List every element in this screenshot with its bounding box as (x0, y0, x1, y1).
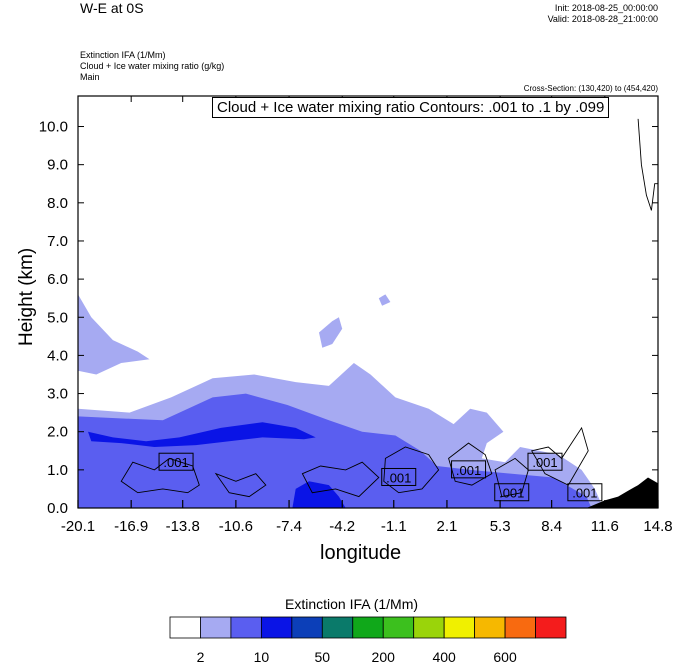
terrain (586, 477, 658, 508)
colorbar-title: Extinction IFA (1/Mm) (285, 596, 419, 612)
x-tick-label: 11.6 (591, 518, 619, 535)
colorbar-label: 50 (315, 649, 331, 665)
x-tick-label: 2.1 (437, 518, 458, 535)
valid-time: Valid: 2018-08-28_21:00:00 (547, 14, 658, 24)
field-region-light-speck (378, 294, 391, 306)
colorbar-swatch (260, 616, 293, 639)
contour-label-box (527, 452, 563, 471)
x-tick-label: 8.4 (541, 518, 562, 535)
contour-label: .001 (163, 455, 188, 470)
colorbar-swatch (169, 616, 201, 639)
x-tick-label: -20.1 (61, 518, 95, 535)
contour-label: .001 (499, 486, 524, 501)
plot-title: W-E at 0S (80, 0, 144, 16)
x-tick-label: 14.8 (643, 518, 672, 535)
y-tick-label: 1.0 (47, 462, 68, 479)
y-tick-label: 8.0 (47, 195, 68, 212)
colorbar-swatch (230, 616, 262, 639)
contour-line (494, 457, 529, 498)
plot-frame (77, 95, 659, 509)
contour-label-box (158, 452, 194, 471)
variable-line-2: Cloud + Ice water mixing ratio (g/kg) (80, 61, 225, 71)
contour-line (383, 446, 440, 494)
y-tick-label: 9.0 (47, 157, 68, 174)
colorbar-swatch (291, 616, 323, 639)
field-region-strong-low (292, 481, 346, 508)
field-region-strong-band (88, 422, 316, 447)
contour-label: .001 (386, 470, 411, 485)
field-region-light-upper (78, 294, 150, 375)
contour-line (448, 442, 493, 486)
colorbar-label: 10 (254, 649, 270, 665)
y-tick-label: 5.0 (47, 309, 68, 326)
colorbar-swatch (474, 616, 506, 639)
contour-line (120, 457, 200, 494)
variable-line-1: Extinction IFA (1/Mm) (80, 50, 166, 60)
field-region-light-blob (319, 317, 343, 348)
y-tick-label: 2.0 (47, 424, 68, 441)
contour-label: .001 (456, 463, 481, 478)
x-tick-label: -16.9 (114, 518, 148, 535)
colorbar-swatch (413, 616, 445, 639)
contour-info-box: Cloud + Ice water mixing ratio Contours:… (212, 97, 610, 118)
y-tick-label: 10.0 (39, 119, 68, 136)
contour-label-box (494, 483, 530, 502)
x-tick-label: -10.6 (219, 518, 253, 535)
y-tick-label: 3.0 (47, 386, 68, 403)
colorbar-label: 200 (372, 649, 396, 665)
contour-label: .001 (532, 455, 557, 470)
y-axis-label: Height (km) (16, 247, 37, 346)
colorbar-swatch (352, 616, 384, 639)
colorbar-swatch (382, 616, 415, 639)
x-tick-label: -4.2 (329, 518, 355, 535)
y-tick-label: 4.0 (47, 347, 68, 364)
colorbar-label: 400 (432, 649, 456, 665)
x-tick-label: -1.1 (381, 518, 407, 535)
colorbar-swatch (321, 616, 354, 639)
x-axis-label: longitude (320, 542, 402, 564)
colorbar-swatch (504, 616, 536, 639)
init-time: Init: 2018-08-25_00:00:00 (554, 3, 658, 13)
field-region-medium (78, 393, 592, 508)
colorbar-label: 2 (197, 649, 205, 665)
x-tick-label: -13.8 (166, 518, 200, 535)
colorbar-swatch (535, 616, 567, 639)
colorbar-label: 600 (493, 649, 517, 665)
cross-section-label: Cross-Section: (130,420) to (454,420) (523, 84, 658, 93)
contour-line (531, 426, 589, 486)
contour-label-box (381, 467, 417, 486)
colorbar-swatch (200, 616, 232, 639)
contour-line (301, 461, 380, 498)
y-tick-label: 6.0 (47, 271, 68, 288)
x-tick-label: -7.4 (276, 518, 302, 535)
contour-label: .001 (572, 486, 597, 501)
contour-line (637, 118, 658, 211)
x-tick-label: 5.3 (490, 518, 511, 535)
contour-label-box (451, 460, 487, 479)
y-tick-label: 7.0 (47, 233, 68, 250)
variable-line-3: Main (80, 72, 100, 82)
contour-label-box (567, 483, 603, 502)
y-tick-label: 0.0 (47, 500, 68, 517)
colorbar-swatch (443, 616, 476, 639)
contour-line (214, 472, 267, 498)
